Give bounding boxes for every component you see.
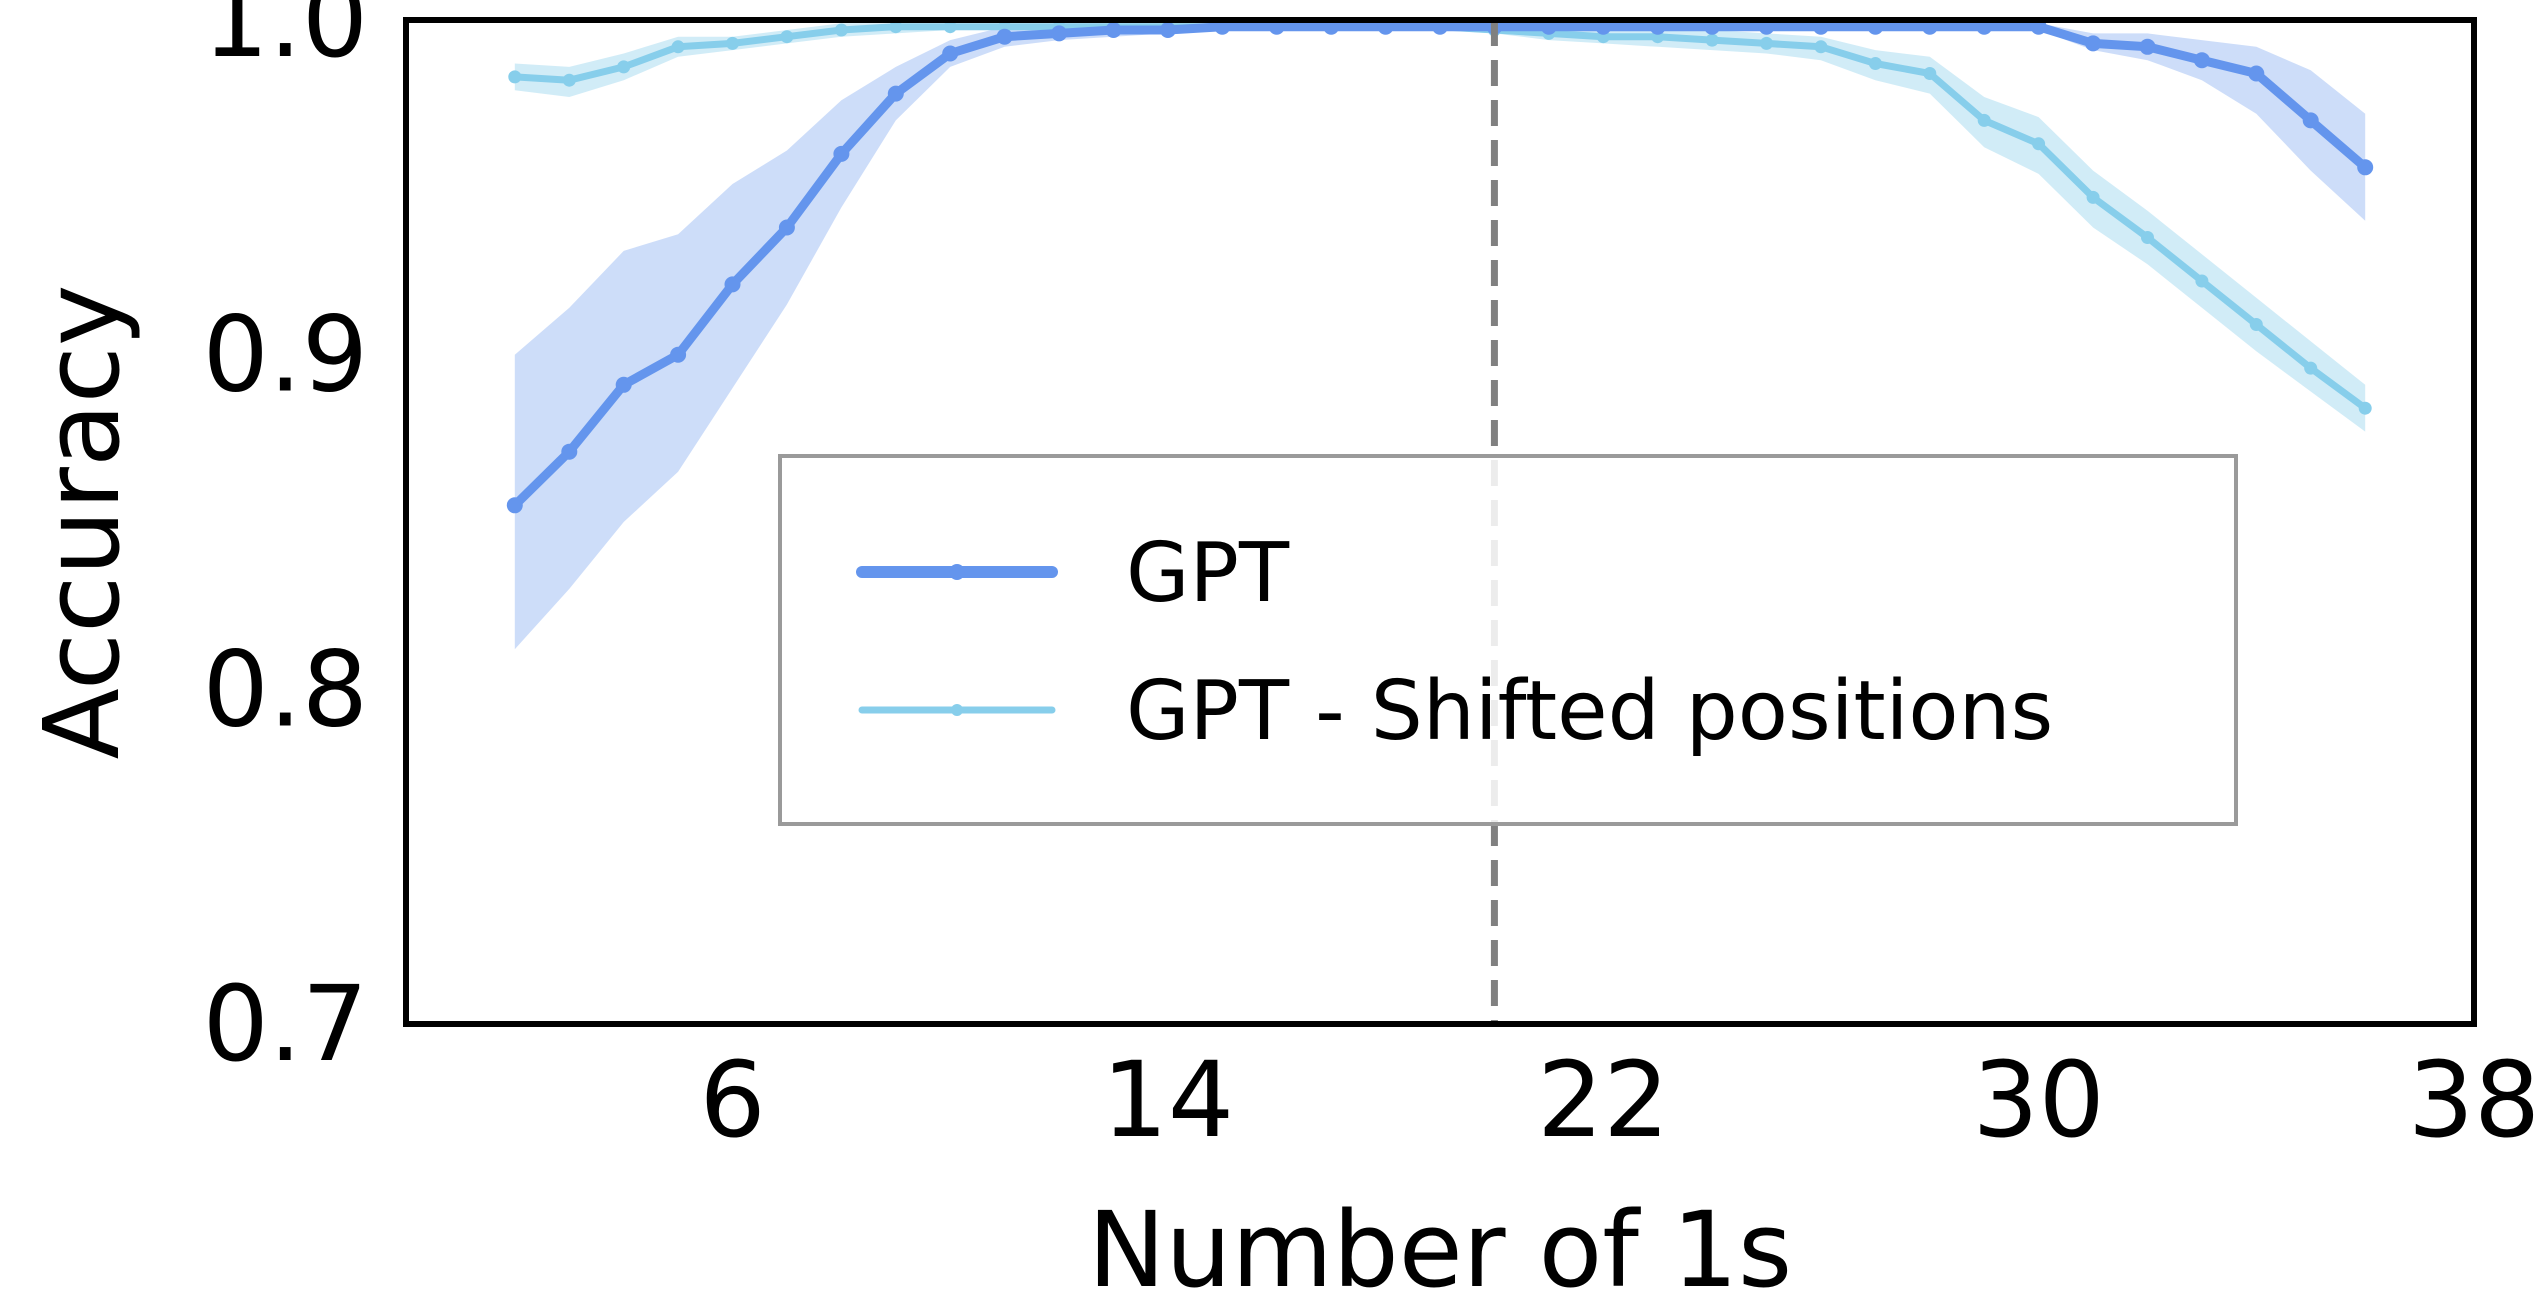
point-gpt-12 (1051, 25, 1068, 42)
point-gpt-13 (1105, 22, 1122, 38)
x-tick-label: 6 (699, 1039, 765, 1161)
y-axis-label: Accuracy (21, 285, 143, 760)
point-gpt-shifted-positions-3 (562, 73, 576, 87)
point-gpt-6 (724, 276, 741, 293)
point-gpt-36 (2357, 159, 2374, 176)
point-gpt-31 (2085, 35, 2102, 52)
point-gpt-32 (2139, 38, 2156, 55)
point-gpt-shifted-positions-33 (2195, 274, 2209, 288)
point-gpt-14 (1159, 22, 1176, 38)
point-gpt-shifted-positions-25 (1760, 36, 1773, 50)
point-gpt-shifted-positions-7 (780, 30, 794, 44)
legend-box (778, 454, 2238, 826)
point-gpt-shifted-positions-35 (2304, 361, 2318, 375)
point-gpt-9 (887, 85, 904, 102)
x-axis-label: Number of 1s (1088, 1189, 1793, 1298)
point-gpt-shifted-positions-36 (2358, 401, 2372, 415)
y-tick-label: 0.9 (203, 294, 368, 416)
point-gpt-shifted-positions-2 (508, 70, 522, 84)
x-tick-label: 14 (1102, 1039, 1234, 1161)
point-gpt-shifted-positions-29 (1977, 113, 1991, 127)
point-gpt-shifted-positions-10 (943, 20, 957, 34)
point-gpt-shifted-positions-6 (726, 36, 739, 50)
legend: GPT GPT - Shifted positions (778, 454, 2238, 826)
point-gpt-shifted-positions-26 (1814, 40, 1828, 54)
legend-label-gpt: GPT (1126, 526, 1290, 621)
point-gpt-shifted-positions-24 (1705, 33, 1719, 47)
point-gpt-2 (506, 497, 523, 514)
point-gpt-35 (2302, 112, 2319, 129)
legend-marker-gpt-shifted (951, 704, 963, 716)
point-gpt-10 (942, 45, 959, 62)
plot-frame (403, 17, 2477, 1027)
point-gpt-shifted-positions-31 (2086, 190, 2100, 204)
point-gpt-shifted-positions-8 (834, 23, 848, 37)
y-tick-label: 0.8 (203, 628, 368, 750)
point-gpt-3 (561, 443, 578, 460)
point-gpt-8 (833, 145, 850, 162)
point-gpt-shifted-positions-27 (1868, 57, 1882, 70)
y-tick-label: 1.0 (203, 0, 368, 81)
point-gpt-11 (996, 28, 1013, 45)
x-tick-label: 38 (2408, 1039, 2540, 1161)
x-tick-label: 30 (1972, 1039, 2104, 1161)
y-tick-label: 0.7 (203, 963, 368, 1085)
point-gpt-34 (2248, 65, 2265, 82)
point-gpt-7 (778, 219, 795, 236)
point-gpt-33 (2193, 52, 2210, 69)
x-tick-label: 22 (1537, 1039, 1669, 1161)
point-gpt-4 (615, 376, 632, 393)
point-gpt-shifted-positions-5 (671, 40, 685, 54)
legend-marker-gpt (949, 564, 965, 580)
point-gpt-shifted-positions-9 (889, 20, 903, 34)
legend-label-gpt-shifted: GPT - Shifted positions (1126, 664, 2053, 759)
point-gpt-shifted-positions-30 (2032, 137, 2046, 151)
point-gpt-shifted-positions-4 (617, 60, 631, 74)
series-lines (506, 18, 2374, 514)
axis-ticks: 6 14 22 30 38 0.7 0.8 0.9 1.0 (203, 0, 2541, 1161)
point-gpt-5 (670, 346, 687, 363)
point-gpt-shifted-positions-28 (1923, 67, 1937, 80)
point-gpt-shifted-positions-34 (2249, 318, 2263, 331)
point-gpt-shifted-positions-32 (2141, 231, 2154, 244)
